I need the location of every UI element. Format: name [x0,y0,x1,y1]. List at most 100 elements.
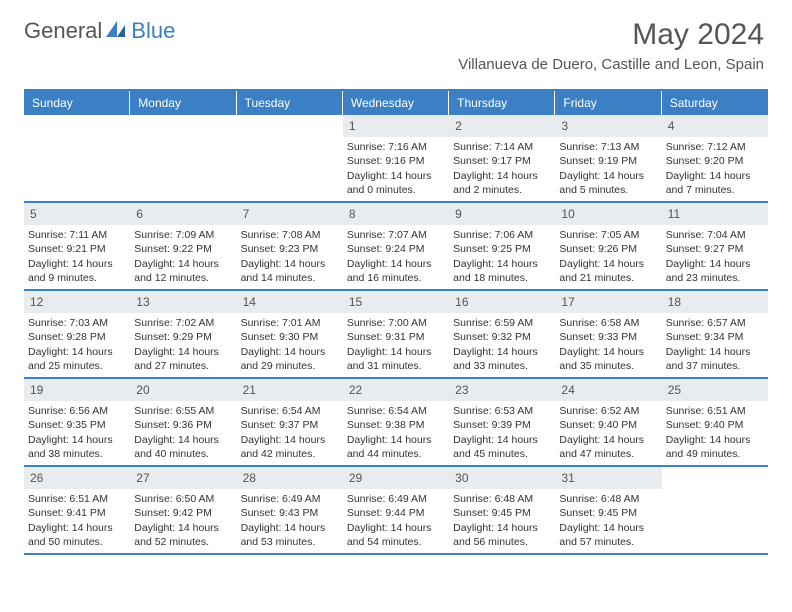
day-cell: 11Sunrise: 7:04 AMSunset: 9:27 PMDayligh… [662,203,768,289]
sunrise-text: Sunrise: 7:09 AM [134,228,232,242]
day-cell: 27Sunrise: 6:50 AMSunset: 9:42 PMDayligh… [130,467,236,553]
day-number: 10 [555,203,661,225]
day-body: Sunrise: 7:05 AMSunset: 9:26 PMDaylight:… [555,225,661,289]
daylight-text: Daylight: 14 hours and 35 minutes. [559,345,657,373]
weekday-header: Saturday [662,91,768,115]
weekday-header-row: Sunday Monday Tuesday Wednesday Thursday… [24,91,768,115]
day-cell: 12Sunrise: 7:03 AMSunset: 9:28 PMDayligh… [24,291,130,377]
day-body: Sunrise: 7:03 AMSunset: 9:28 PMDaylight:… [24,313,130,377]
day-number: 27 [130,467,236,489]
daylight-text: Daylight: 14 hours and 14 minutes. [241,257,339,285]
day-number: 7 [237,203,343,225]
day-cell: 24Sunrise: 6:52 AMSunset: 9:40 PMDayligh… [555,379,661,465]
sunset-text: Sunset: 9:33 PM [559,330,657,344]
sunrise-text: Sunrise: 6:51 AM [28,492,126,506]
day-number [24,115,130,121]
day-cell: 18Sunrise: 6:57 AMSunset: 9:34 PMDayligh… [662,291,768,377]
sunrise-text: Sunrise: 6:53 AM [453,404,551,418]
daylight-text: Daylight: 14 hours and 33 minutes. [453,345,551,373]
day-number: 1 [343,115,449,137]
sunrise-text: Sunrise: 6:49 AM [347,492,445,506]
day-body: Sunrise: 7:14 AMSunset: 9:17 PMDaylight:… [449,137,555,201]
sunrise-text: Sunrise: 7:14 AM [453,140,551,154]
daylight-text: Daylight: 14 hours and 23 minutes. [666,257,764,285]
day-cell [130,115,236,201]
day-cell: 16Sunrise: 6:59 AMSunset: 9:32 PMDayligh… [449,291,555,377]
day-number [130,115,236,121]
sunrise-text: Sunrise: 6:54 AM [347,404,445,418]
daylight-text: Daylight: 14 hours and 5 minutes. [559,169,657,197]
daylight-text: Daylight: 14 hours and 16 minutes. [347,257,445,285]
daylight-text: Daylight: 14 hours and 57 minutes. [559,521,657,549]
day-number: 26 [24,467,130,489]
sunrise-text: Sunrise: 7:03 AM [28,316,126,330]
daylight-text: Daylight: 14 hours and 2 minutes. [453,169,551,197]
day-cell: 31Sunrise: 6:48 AMSunset: 9:45 PMDayligh… [555,467,661,553]
sunset-text: Sunset: 9:28 PM [28,330,126,344]
sunrise-text: Sunrise: 6:49 AM [241,492,339,506]
day-number: 14 [237,291,343,313]
month-title: May 2024 [458,18,764,52]
sunrise-text: Sunrise: 7:04 AM [666,228,764,242]
day-body: Sunrise: 7:01 AMSunset: 9:30 PMDaylight:… [237,313,343,377]
week-row: 19Sunrise: 6:56 AMSunset: 9:35 PMDayligh… [24,379,768,467]
day-body: Sunrise: 6:52 AMSunset: 9:40 PMDaylight:… [555,401,661,465]
daylight-text: Daylight: 14 hours and 9 minutes. [28,257,126,285]
day-number: 24 [555,379,661,401]
daylight-text: Daylight: 14 hours and 37 minutes. [666,345,764,373]
day-number: 23 [449,379,555,401]
sunset-text: Sunset: 9:44 PM [347,506,445,520]
day-body: Sunrise: 7:12 AMSunset: 9:20 PMDaylight:… [662,137,768,201]
sunrise-text: Sunrise: 7:08 AM [241,228,339,242]
daylight-text: Daylight: 14 hours and 7 minutes. [666,169,764,197]
day-cell [237,115,343,201]
daylight-text: Daylight: 14 hours and 31 minutes. [347,345,445,373]
day-body: Sunrise: 7:16 AMSunset: 9:16 PMDaylight:… [343,137,449,201]
daylight-text: Daylight: 14 hours and 12 minutes. [134,257,232,285]
daylight-text: Daylight: 14 hours and 29 minutes. [241,345,339,373]
sunrise-text: Sunrise: 6:51 AM [666,404,764,418]
daylight-text: Daylight: 14 hours and 27 minutes. [134,345,232,373]
daylight-text: Daylight: 14 hours and 50 minutes. [28,521,126,549]
day-number: 18 [662,291,768,313]
daylight-text: Daylight: 14 hours and 49 minutes. [666,433,764,461]
week-row: 1Sunrise: 7:16 AMSunset: 9:16 PMDaylight… [24,115,768,203]
day-body: Sunrise: 6:55 AMSunset: 9:36 PMDaylight:… [130,401,236,465]
sunset-text: Sunset: 9:24 PM [347,242,445,256]
daylight-text: Daylight: 14 hours and 18 minutes. [453,257,551,285]
brand-text-general: General [24,18,102,44]
day-cell: 8Sunrise: 7:07 AMSunset: 9:24 PMDaylight… [343,203,449,289]
day-cell: 13Sunrise: 7:02 AMSunset: 9:29 PMDayligh… [130,291,236,377]
sunrise-text: Sunrise: 6:48 AM [559,492,657,506]
day-body: Sunrise: 6:48 AMSunset: 9:45 PMDaylight:… [449,489,555,553]
day-number: 11 [662,203,768,225]
sunrise-text: Sunrise: 7:13 AM [559,140,657,154]
day-body: Sunrise: 7:02 AMSunset: 9:29 PMDaylight:… [130,313,236,377]
day-body: Sunrise: 6:48 AMSunset: 9:45 PMDaylight:… [555,489,661,553]
day-cell: 6Sunrise: 7:09 AMSunset: 9:22 PMDaylight… [130,203,236,289]
day-body: Sunrise: 6:51 AMSunset: 9:41 PMDaylight:… [24,489,130,553]
sunrise-text: Sunrise: 6:59 AM [453,316,551,330]
daylight-text: Daylight: 14 hours and 42 minutes. [241,433,339,461]
daylight-text: Daylight: 14 hours and 54 minutes. [347,521,445,549]
day-body: Sunrise: 7:04 AMSunset: 9:27 PMDaylight:… [662,225,768,289]
sunrise-text: Sunrise: 7:11 AM [28,228,126,242]
sunrise-text: Sunrise: 7:12 AM [666,140,764,154]
sunset-text: Sunset: 9:20 PM [666,154,764,168]
sunrise-text: Sunrise: 6:54 AM [241,404,339,418]
weekday-header: Thursday [449,91,555,115]
day-number: 6 [130,203,236,225]
day-number [237,115,343,121]
daylight-text: Daylight: 14 hours and 52 minutes. [134,521,232,549]
day-number: 31 [555,467,661,489]
day-body: Sunrise: 7:08 AMSunset: 9:23 PMDaylight:… [237,225,343,289]
sunrise-text: Sunrise: 6:56 AM [28,404,126,418]
sunset-text: Sunset: 9:31 PM [347,330,445,344]
sunrise-text: Sunrise: 6:52 AM [559,404,657,418]
day-body: Sunrise: 6:56 AMSunset: 9:35 PMDaylight:… [24,401,130,465]
week-row: 26Sunrise: 6:51 AMSunset: 9:41 PMDayligh… [24,467,768,555]
day-body: Sunrise: 6:57 AMSunset: 9:34 PMDaylight:… [662,313,768,377]
day-body: Sunrise: 6:49 AMSunset: 9:44 PMDaylight:… [343,489,449,553]
page-header: General Blue May 2024 Villanueva de Duer… [0,0,792,79]
day-cell: 25Sunrise: 6:51 AMSunset: 9:40 PMDayligh… [662,379,768,465]
